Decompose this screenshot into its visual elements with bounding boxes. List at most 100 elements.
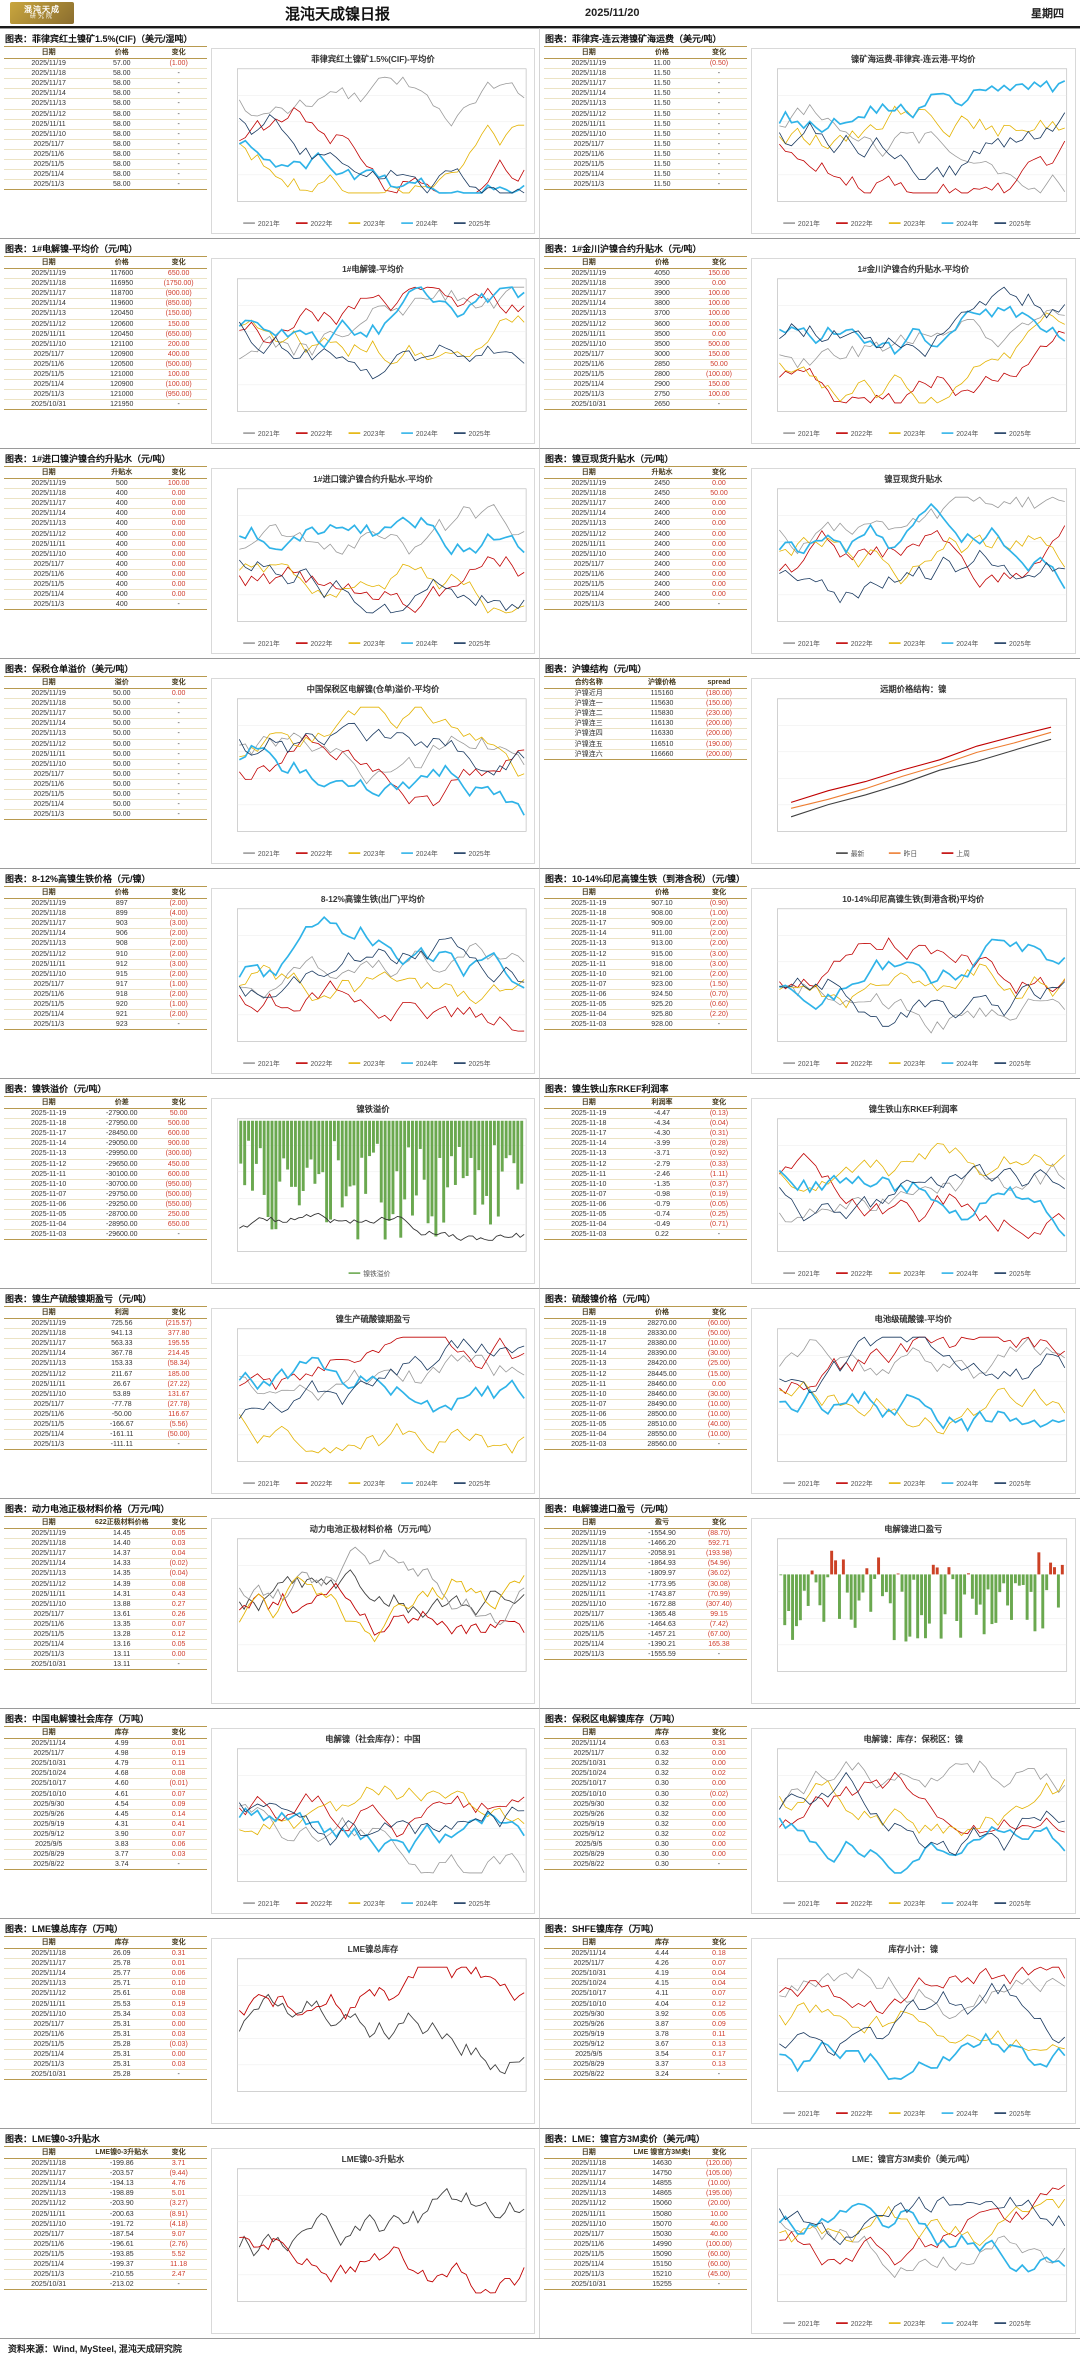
- cell-change: -: [150, 78, 208, 90]
- cell-change: -: [150, 799, 208, 811]
- table-row: 2025/9/30 4.54 0.09: [4, 1799, 208, 1810]
- table-row: 2025/11/11 58.00-: [4, 119, 208, 130]
- data-table: 日期 LME 镍官方3M卖价 变化 2025/11/18 14630 (120.00) 2…: [544, 2145, 751, 2338]
- cell-date: 2025-11-05: [544, 999, 634, 1011]
- report-section: 图表：镍豆现货升贴水（元/吨） 日期 升贴水 变化 2025/11/19 2450 0.…: [540, 448, 1080, 658]
- cell-change: 0.00: [690, 508, 748, 520]
- cell-value: -1457.21: [633, 1629, 691, 1641]
- table-row: 2025/11/12 50.00-: [4, 739, 208, 750]
- cell-value: 211.67: [93, 1369, 151, 1380]
- table-row: 2025/10/31 15255-: [544, 2279, 748, 2291]
- svg-text:2021年: 2021年: [258, 1899, 280, 1908]
- cell-date: 2025/11/12: [544, 319, 634, 330]
- cell-change: 0.17: [690, 2049, 748, 2061]
- section-title: 图表：SHFE镍库存（万吨）: [545, 1924, 660, 1934]
- cell-date: 2025/11/3: [544, 2269, 634, 2281]
- table-row: 2025/11/17 25.78 0.01: [4, 1958, 208, 1970]
- cell-value: -30100.00: [93, 1169, 151, 1180]
- cell-change: (45.00): [690, 2269, 748, 2281]
- cell-change: (3.00): [690, 959, 748, 970]
- cell-date: 2025/10/31: [544, 1968, 634, 1980]
- table-header-row: 日期 库存 变化: [4, 1935, 208, 1950]
- report-section: 图表：沪镍结构（元/吨） 合约名称 沪镍价格 spread 沪镍近月 115160 (1…: [540, 658, 1080, 868]
- cell-value: 400: [93, 508, 151, 520]
- data-table: 日期 升贴水 变化 2025/11/19 500 100.00 2025/11/18 400…: [4, 465, 211, 658]
- cell-date: 2025/11/13: [4, 1358, 94, 1370]
- cell-date: 2025/11/17: [4, 708, 94, 720]
- cell-change: 165.38: [690, 1639, 748, 1651]
- cell-change: 0.00: [690, 549, 748, 560]
- company-logo: 混沌天成 研究院: [10, 2, 74, 24]
- cell-change: (307.40): [690, 1599, 748, 1610]
- table-row: 2025/11/3 -1555.59-: [544, 1649, 748, 1661]
- cell-value: 400: [93, 539, 151, 550]
- cell-change: 0.00: [690, 589, 748, 601]
- section-title: 图表：1#电解镍-平均价（元/吨）: [5, 244, 138, 254]
- cell-change: (0.05): [690, 1199, 748, 1211]
- svg-text:2023年: 2023年: [904, 2319, 926, 2328]
- table-row: 2025/11/12 58.00-: [4, 109, 208, 120]
- cell-change: (500.00): [150, 359, 208, 371]
- data-table: 日期 价格 变化 2025/11/19 117600 650.00 2025/11/18 1…: [4, 255, 211, 448]
- cell-change: (2.00): [150, 1009, 208, 1021]
- report-section: 图表：保税仓单溢价（美元/吨） 日期 溢价 变化 2025/11/19 50.00 0.…: [0, 658, 540, 868]
- table-row: 2025-11-18 28330.00 (50.00): [544, 1328, 748, 1340]
- cell-date: 2025/11/7: [4, 1399, 94, 1410]
- cell-date: 2025-11-14: [4, 1138, 94, 1150]
- table-row: 2025/11/19 57.00 (1.00): [4, 58, 208, 70]
- cell-value: 25.28: [93, 2069, 151, 2081]
- svg-text:2022年: 2022年: [311, 1899, 333, 1908]
- cell-value: 2400: [633, 549, 691, 560]
- svg-text:动力电池正极材料价格（万元/吨）: 动力电池正极材料价格（万元/吨）: [310, 1524, 437, 1534]
- cell-date: 2025/11/11: [4, 119, 94, 130]
- cell-date: 2025/11/6: [4, 2029, 94, 2040]
- cell-date: 2025/11/7: [4, 349, 94, 360]
- cell-change: 0.02: [690, 1829, 748, 1841]
- cell-change: -: [150, 708, 208, 720]
- cell-value: 400: [93, 529, 151, 540]
- cell-date: 2025/9/26: [544, 1809, 634, 1820]
- chart: 电解镍进口盈亏: [751, 1518, 1076, 1704]
- cell-change: (0.19): [690, 1189, 748, 1200]
- cell-value: -29950.00: [93, 1148, 151, 1160]
- cell-date: 2025/8/22: [544, 2069, 634, 2081]
- cell-change: (3.00): [690, 949, 748, 960]
- cell-date: 2025/11/10: [4, 1599, 94, 1610]
- svg-text:镍矿海运费-菲律宾-连云港-平均价: 镍矿海运费-菲律宾-连云港-平均价: [852, 54, 977, 64]
- data-table: 日期 价格 变化 2025/11/19 897 (2.00) 2025/11/18 899(…: [4, 885, 211, 1078]
- table-row: 2025/11/7 120900 400.00: [4, 349, 208, 360]
- table-row: 2025/11/7 4.26 0.07: [544, 1958, 748, 1970]
- cell-date: 2025-11-05: [4, 1209, 94, 1221]
- cell-value: 400: [93, 579, 151, 591]
- cell-change: 0.00: [690, 1758, 748, 1770]
- table-row: 2025-11-05 -0.74 (0.25): [544, 1209, 748, 1221]
- cell-change: -: [150, 718, 208, 730]
- cell-value: -1365.48: [633, 1609, 691, 1620]
- table-row: 2025-11-10 -30700.00 (950.00): [4, 1179, 208, 1190]
- cell-change: 0.03: [150, 2029, 208, 2040]
- cell-change: 50.00: [690, 359, 748, 371]
- cell-value: 115160: [633, 688, 691, 700]
- cell-value: 50.00: [93, 718, 151, 730]
- cell-value: 119600: [93, 298, 151, 310]
- cell-change: (300.00): [150, 1148, 208, 1160]
- cell-date: 2025/11/5: [544, 2249, 634, 2261]
- cell-change: 0.00: [690, 539, 748, 550]
- cell-value: 25.31: [93, 2019, 151, 2030]
- cell-value: 13.35: [93, 1619, 151, 1631]
- cell-date: 沪镍连六: [544, 749, 634, 760]
- svg-text:2024年: 2024年: [416, 1059, 438, 1068]
- table-row: 2025/11/5 -193.85 5.52: [4, 2249, 208, 2261]
- cell-change: (195.00): [690, 2188, 748, 2200]
- cell-change: 0.01: [150, 1738, 208, 1750]
- table-row: 2025/11/12 11.50-: [544, 109, 748, 120]
- table-row: 2025-11-17 28380.00 (10.00): [544, 1338, 748, 1350]
- table-row: 2025/11/14 906 (2.00): [4, 928, 208, 940]
- cell-date: 2025/11/11: [4, 1379, 94, 1390]
- table-row: 2025/9/5 0.30 0.00: [544, 1839, 748, 1851]
- cell-date: 2025/11/4: [544, 169, 634, 181]
- cell-date: 2025-11-17: [4, 1128, 94, 1140]
- table-row: 2025/11/6 -50.00 116.67: [4, 1409, 208, 1421]
- table-row: 2025-11-03 0.22-: [544, 1229, 748, 1241]
- table-row: 2025/11/17 14.37 0.04: [4, 1548, 208, 1560]
